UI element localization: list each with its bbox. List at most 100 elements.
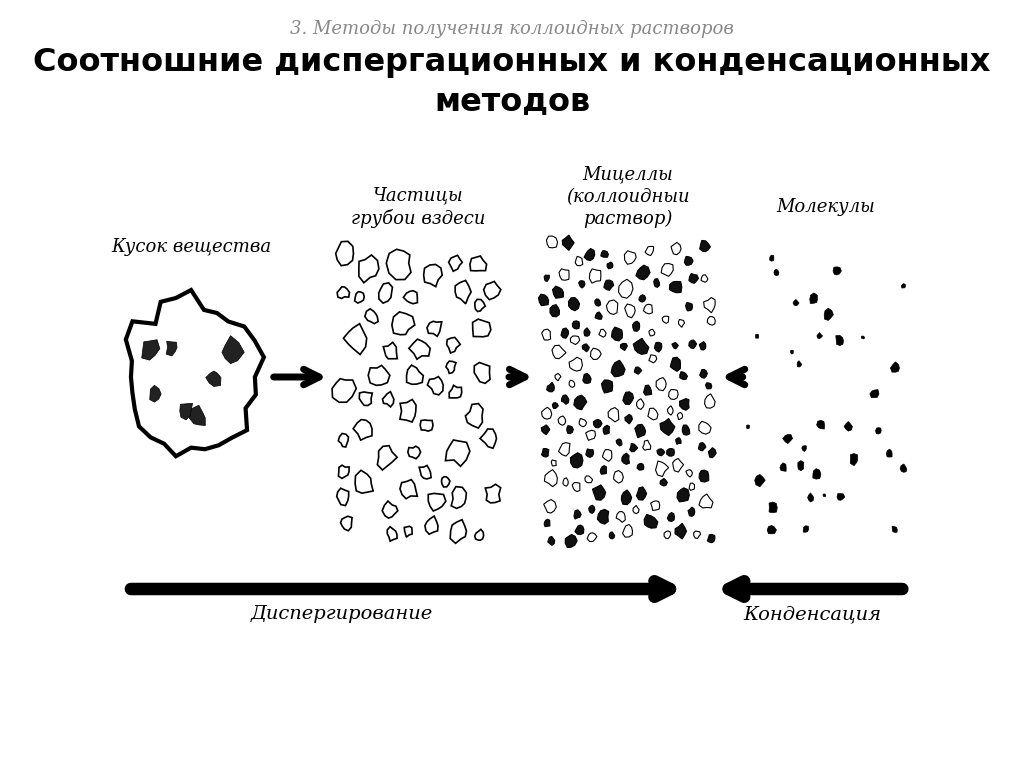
Polygon shape [542,449,549,457]
Polygon shape [665,531,671,538]
Polygon shape [648,408,658,420]
Polygon shape [876,428,882,434]
Polygon shape [625,251,636,265]
Polygon shape [611,327,623,341]
Polygon shape [587,533,597,542]
Polygon shape [869,390,879,398]
Polygon shape [675,523,686,539]
Polygon shape [669,390,678,400]
Polygon shape [643,385,651,395]
Polygon shape [586,430,596,440]
Polygon shape [547,382,554,392]
Polygon shape [672,343,678,349]
Polygon shape [679,320,685,328]
Polygon shape [900,464,906,472]
Polygon shape [684,256,693,265]
Polygon shape [622,490,632,505]
Polygon shape [625,414,633,424]
Polygon shape [475,529,483,540]
Polygon shape [837,494,845,500]
Polygon shape [655,461,669,476]
Polygon shape [548,536,555,545]
Polygon shape [427,321,441,337]
Text: Диспергирование: Диспергирование [251,605,433,623]
Polygon shape [844,422,852,431]
Polygon shape [222,336,245,364]
Polygon shape [671,357,681,371]
Polygon shape [400,479,418,499]
Polygon shape [635,424,645,438]
Polygon shape [379,283,392,303]
Polygon shape [643,304,652,314]
Polygon shape [649,329,655,336]
Polygon shape [639,295,645,302]
Polygon shape [392,312,415,334]
Polygon shape [637,399,644,410]
Polygon shape [756,334,759,338]
Polygon shape [593,420,602,428]
Polygon shape [699,341,706,350]
Polygon shape [586,449,594,457]
Polygon shape [336,242,353,265]
Polygon shape [353,420,372,440]
Text: Кусок вещества: Кусок вещества [111,238,271,256]
Polygon shape [141,340,160,360]
Text: Соотношние диспергационных и конденсационных
методов: Соотношние диспергационных и конденсацио… [34,47,990,117]
Polygon shape [359,392,373,406]
Polygon shape [603,425,609,434]
Polygon shape [834,267,842,275]
Polygon shape [645,246,653,255]
Polygon shape [606,300,617,314]
Polygon shape [365,309,378,324]
Polygon shape [671,242,681,255]
Polygon shape [682,425,690,435]
Polygon shape [551,460,556,466]
Text: Частицы
грубои вздеси: Частицы грубои вздеси [350,186,485,228]
Polygon shape [616,512,626,522]
Polygon shape [782,435,793,443]
Polygon shape [474,363,490,384]
Polygon shape [567,426,573,433]
Polygon shape [563,478,568,486]
Polygon shape [608,407,618,422]
Polygon shape [892,526,897,532]
Polygon shape [539,295,549,306]
Polygon shape [701,275,708,282]
Polygon shape [601,380,612,393]
Polygon shape [813,469,821,479]
Polygon shape [387,527,397,541]
Text: Мицеллы
(коллоидныи
раствор): Мицеллы (коллоидныи раствор) [566,166,690,229]
Polygon shape [625,304,635,318]
Polygon shape [689,274,698,283]
Polygon shape [755,475,765,487]
Polygon shape [649,355,656,363]
Polygon shape [797,360,802,367]
Polygon shape [673,459,684,472]
Polygon shape [686,302,692,311]
Polygon shape [595,312,602,319]
Polygon shape [597,509,608,524]
Polygon shape [668,512,675,522]
Polygon shape [644,515,657,528]
Polygon shape [470,256,486,271]
Polygon shape [428,493,445,511]
Polygon shape [332,379,356,402]
Polygon shape [166,341,177,356]
Polygon shape [803,526,809,532]
Polygon shape [180,403,193,420]
Polygon shape [663,316,669,323]
Polygon shape [607,262,613,268]
Polygon shape [654,342,662,352]
Polygon shape [670,281,682,293]
Polygon shape [561,328,568,338]
Polygon shape [337,287,349,298]
Polygon shape [584,328,590,336]
Polygon shape [480,429,497,448]
Polygon shape [555,374,561,381]
Polygon shape [542,425,550,435]
Polygon shape [817,333,822,338]
Polygon shape [547,236,558,248]
Polygon shape [705,393,715,408]
Polygon shape [746,425,750,429]
Polygon shape [824,308,834,321]
